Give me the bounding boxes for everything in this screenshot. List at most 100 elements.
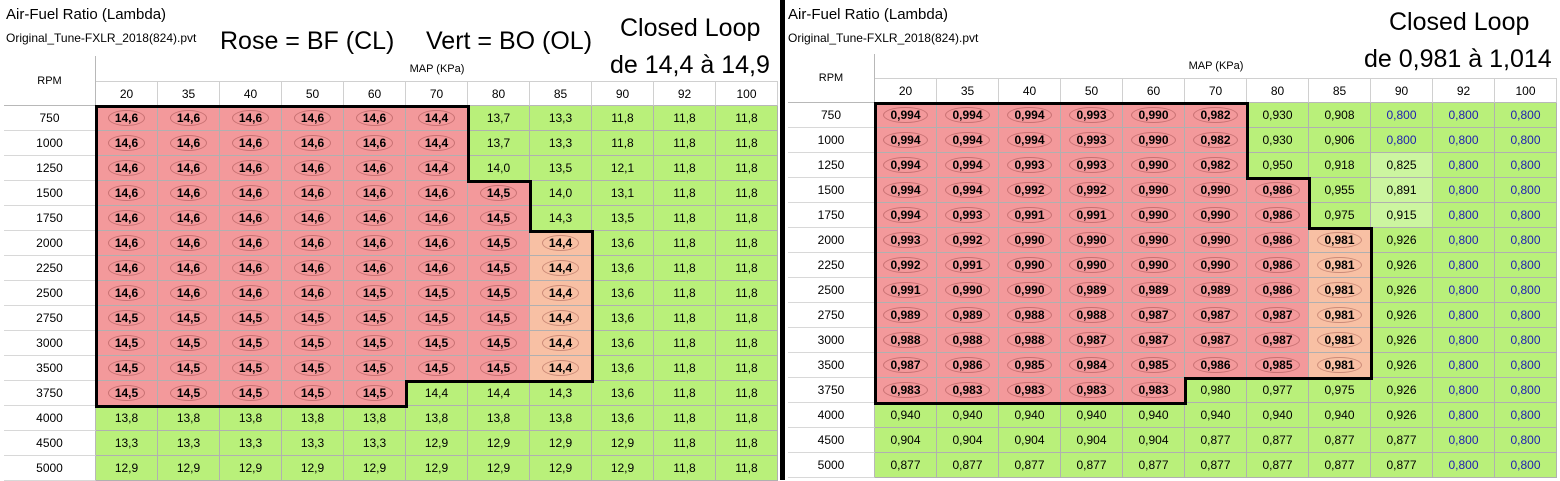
open-loop-cell[interactable]: 13,6 (592, 256, 654, 281)
open-loop-cell[interactable]: 0,877 (1185, 453, 1247, 478)
open-loop-cell[interactable]: 12,9 (468, 456, 530, 481)
closed-loop-cell[interactable]: 14,4 (406, 106, 468, 131)
open-loop-cell[interactable]: 0,800 (1495, 278, 1557, 303)
open-loop-cell[interactable]: 11,8 (716, 206, 778, 231)
open-loop-cell[interactable]: 11,8 (654, 156, 716, 181)
closed-loop-cell[interactable]: 0,994 (999, 103, 1061, 128)
open-loop-cell[interactable]: 0,940 (1061, 403, 1123, 428)
open-loop-cell[interactable]: 0,904 (937, 428, 999, 453)
closed-loop-cell[interactable]: 14,6 (282, 231, 344, 256)
open-loop-cell[interactable]: 0,940 (1123, 403, 1185, 428)
open-loop-cell[interactable]: 11,8 (654, 406, 716, 431)
open-loop-cell[interactable]: 12,9 (592, 456, 654, 481)
closed-loop-cell[interactable]: 14,4 (406, 131, 468, 156)
open-loop-cell[interactable]: 13,3 (282, 431, 344, 456)
closed-loop-cell[interactable]: 0,986 (1247, 278, 1309, 303)
open-loop-cell[interactable]: 0,800 (1433, 128, 1495, 153)
closed-loop-cell[interactable]: 14,6 (96, 231, 158, 256)
closed-loop-cell[interactable]: 14,5 (468, 356, 530, 381)
closed-loop-cell[interactable]: 0,991 (1061, 203, 1123, 228)
closed-loop-cell[interactable]: 0,983 (1061, 378, 1123, 403)
closed-loop-cell[interactable]: 14,5 (158, 331, 220, 356)
closed-loop-cell[interactable]: 14,6 (96, 106, 158, 131)
closed-loop-cell[interactable]: 0,992 (999, 178, 1061, 203)
closed-loop-cell[interactable]: 14,5 (344, 331, 406, 356)
closed-loop-cell[interactable]: 0,990 (1185, 228, 1247, 253)
closed-loop-cell[interactable]: 0,988 (1061, 303, 1123, 328)
closed-loop-cell[interactable]: 14,6 (158, 131, 220, 156)
closed-loop-cell[interactable]: 14,6 (344, 206, 406, 231)
closed-loop-cell[interactable]: 14,5 (158, 306, 220, 331)
closed-loop-cell[interactable]: 14,5 (96, 356, 158, 381)
open-loop-cell[interactable]: 0,800 (1433, 403, 1495, 428)
open-loop-cell[interactable]: 0,877 (1247, 428, 1309, 453)
open-loop-cell[interactable]: 11,8 (654, 331, 716, 356)
closed-loop-cell[interactable]: 14,5 (344, 356, 406, 381)
closed-loop-cell[interactable]: 14,5 (220, 331, 282, 356)
closed-loop-cell[interactable]: 0,982 (1185, 103, 1247, 128)
closed-loop-cell[interactable]: 14,5 (468, 306, 530, 331)
open-loop-cell[interactable]: 13,6 (592, 406, 654, 431)
open-loop-cell[interactable]: 0,904 (1123, 428, 1185, 453)
open-loop-cell[interactable]: 12,9 (406, 456, 468, 481)
open-loop-cell[interactable]: 0,800 (1495, 328, 1557, 353)
open-loop-cell[interactable]: 11,8 (716, 231, 778, 256)
closed-loop-cell[interactable]: 14,5 (344, 381, 406, 406)
open-loop-cell[interactable]: 0,800 (1433, 278, 1495, 303)
closed-loop-cell[interactable]: 14,6 (158, 106, 220, 131)
open-loop-cell[interactable]: 11,8 (716, 256, 778, 281)
closed-loop-cell[interactable]: 0,986 (1247, 178, 1309, 203)
closed-loop-cell[interactable]: 14,5 (96, 331, 158, 356)
closed-loop-cell[interactable]: 0,983 (875, 378, 937, 403)
closed-loop-cell[interactable]: 14,6 (282, 181, 344, 206)
open-loop-cell[interactable]: 14,4 (406, 381, 468, 406)
open-loop-cell[interactable]: 0,940 (875, 403, 937, 428)
open-loop-cell[interactable]: 11,8 (654, 106, 716, 131)
open-loop-cell[interactable]: 0,877 (937, 453, 999, 478)
open-loop-cell[interactable]: 12,9 (96, 456, 158, 481)
open-loop-cell[interactable]: 0,800 (1495, 253, 1557, 278)
closed-loop-cell[interactable]: 0,988 (999, 328, 1061, 353)
closed-loop-cell[interactable]: 0,990 (1185, 178, 1247, 203)
closed-loop-cell[interactable]: 0,994 (999, 128, 1061, 153)
open-loop-cell[interactable]: 0,800 (1495, 303, 1557, 328)
closed-loop-cell[interactable]: 14,6 (282, 206, 344, 231)
closed-loop-cell[interactable]: 14,5 (406, 306, 468, 331)
open-loop-cell[interactable]: 0,800 (1495, 203, 1557, 228)
open-loop-cell[interactable]: 11,8 (654, 431, 716, 456)
closed-loop-cell[interactable]: 0,994 (875, 128, 937, 153)
closed-loop-cell[interactable]: 14,6 (344, 106, 406, 131)
closed-loop-cell[interactable]: 0,988 (937, 328, 999, 353)
closed-loop-cell[interactable]: 0,981 (1309, 328, 1371, 353)
closed-loop-cell[interactable]: 0,993 (1061, 128, 1123, 153)
closed-loop-cell[interactable]: 0,987 (1061, 328, 1123, 353)
open-loop-cell[interactable]: 13,6 (592, 381, 654, 406)
open-loop-cell[interactable]: 13,8 (158, 406, 220, 431)
open-loop-cell[interactable]: 0,800 (1433, 228, 1495, 253)
open-loop-cell[interactable]: 0,926 (1371, 278, 1433, 303)
closed-loop-cell[interactable]: 0,990 (1185, 253, 1247, 278)
closed-loop-cell[interactable]: 0,985 (1123, 353, 1185, 378)
open-loop-cell[interactable]: 11,8 (716, 131, 778, 156)
closed-loop-cell[interactable]: 0,994 (875, 178, 937, 203)
closed-loop-cell[interactable]: 14,6 (220, 256, 282, 281)
closed-loop-cell[interactable]: 14,4 (530, 231, 592, 256)
open-loop-cell[interactable]: 0,800 (1433, 453, 1495, 478)
closed-loop-cell[interactable]: 14,6 (96, 181, 158, 206)
closed-loop-cell[interactable]: 14,6 (220, 156, 282, 181)
closed-loop-cell[interactable]: 0,989 (1123, 278, 1185, 303)
open-loop-cell[interactable]: 0,800 (1433, 378, 1495, 403)
open-loop-cell[interactable]: 0,926 (1371, 328, 1433, 353)
closed-loop-cell[interactable]: 0,990 (937, 278, 999, 303)
closed-loop-cell[interactable]: 0,983 (1123, 378, 1185, 403)
open-loop-cell[interactable]: 12,9 (592, 431, 654, 456)
closed-loop-cell[interactable]: 0,986 (937, 353, 999, 378)
open-loop-cell[interactable]: 11,8 (654, 281, 716, 306)
closed-loop-cell[interactable]: 14,5 (158, 356, 220, 381)
closed-loop-cell[interactable]: 0,982 (1185, 153, 1247, 178)
open-loop-cell[interactable]: 11,8 (654, 381, 716, 406)
closed-loop-cell[interactable]: 14,5 (468, 206, 530, 231)
closed-loop-cell[interactable]: 0,992 (937, 228, 999, 253)
open-loop-cell[interactable]: 11,8 (654, 206, 716, 231)
open-loop-cell[interactable]: 12,9 (344, 456, 406, 481)
